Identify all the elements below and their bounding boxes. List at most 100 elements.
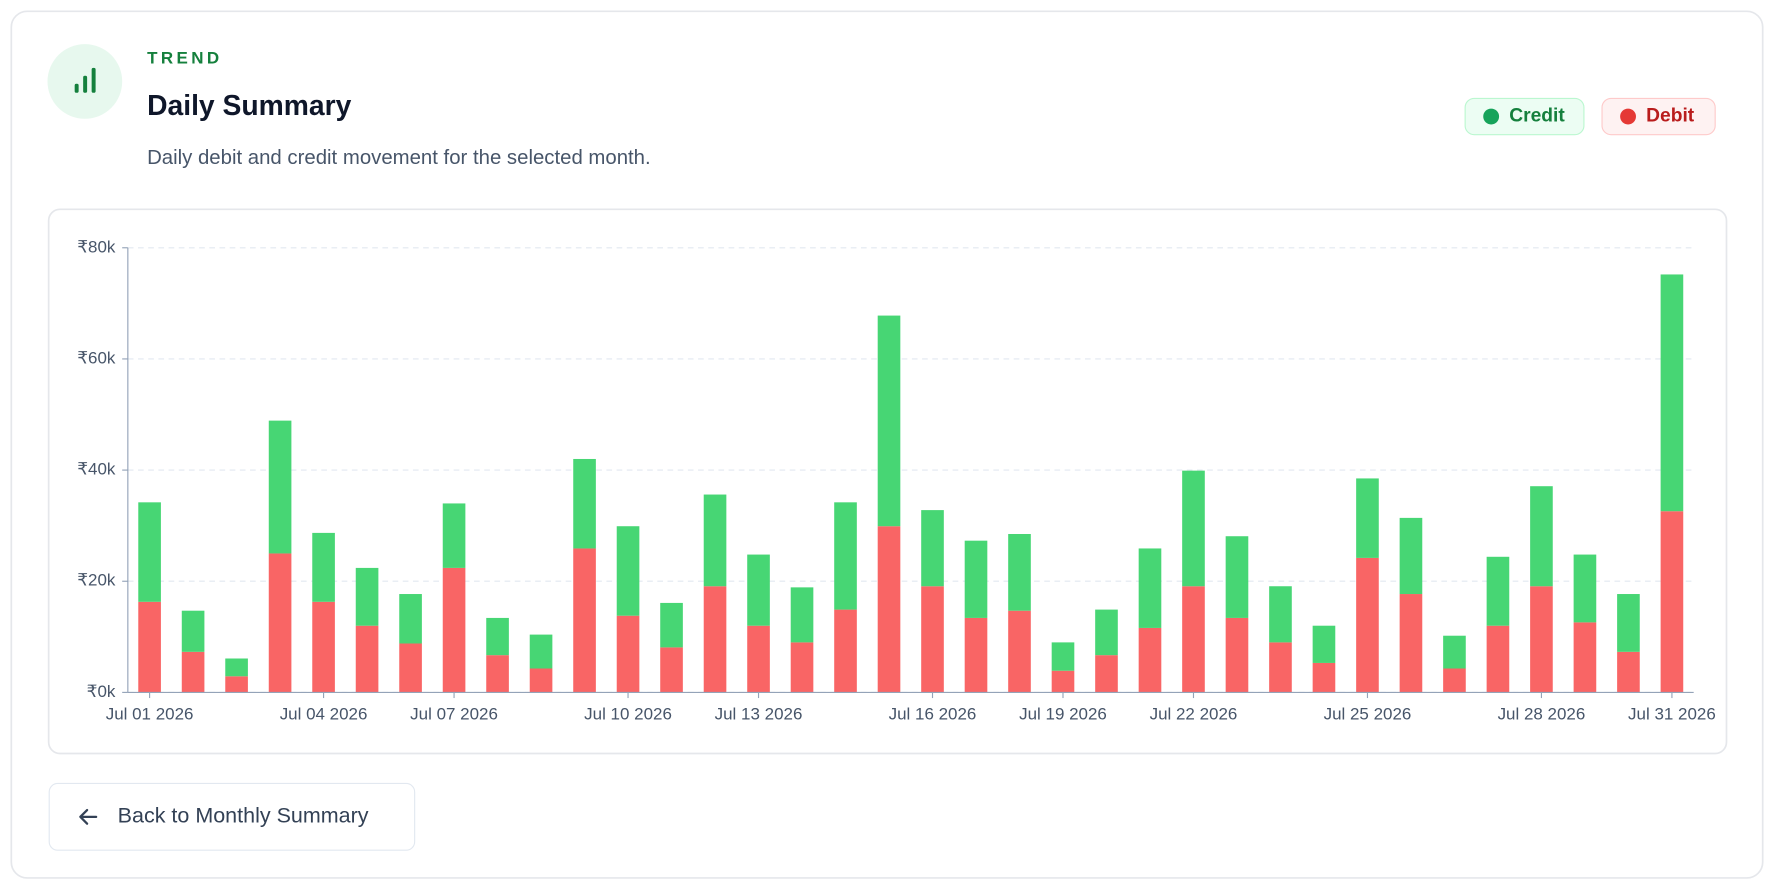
x-tick-label: Jul 16 2026	[889, 705, 977, 724]
bar-segment	[399, 594, 422, 644]
bar-segment	[1051, 670, 1075, 693]
kicker: TREND	[147, 48, 222, 67]
x-tick-label: Jul 22 2026	[1150, 705, 1238, 724]
bar-segment	[1617, 594, 1640, 652]
bar-segment	[1312, 662, 1336, 693]
bar-segment	[312, 601, 335, 693]
bar-segment	[1530, 586, 1553, 693]
bar-segment	[1225, 536, 1249, 618]
bar-segment	[660, 647, 683, 693]
bar-segment	[1312, 625, 1336, 663]
bar-segment	[703, 586, 727, 693]
bar-segment	[790, 587, 814, 643]
x-tick-label: Jul 31 2026	[1628, 705, 1716, 724]
x-tick-label: Jul 19 2026	[1019, 705, 1107, 724]
bar-segment	[877, 315, 901, 527]
bar-segment	[268, 420, 292, 554]
x-tick-label: Jul 04 2026	[280, 705, 368, 724]
bar-segment	[1138, 548, 1162, 628]
bar-segment	[1269, 642, 1292, 693]
bar-segment	[1399, 517, 1423, 595]
bar-segment	[747, 554, 770, 626]
bar-segment	[834, 609, 857, 693]
bar-segment	[1182, 470, 1205, 587]
back-button[interactable]: Back to Monthly Summary	[48, 782, 416, 851]
bar-segment	[1008, 534, 1031, 611]
bar-segment	[747, 625, 770, 693]
bar-segment	[268, 553, 292, 693]
bar-segment	[529, 668, 553, 693]
legend-pill	[1464, 97, 1585, 136]
bar-segment	[1356, 557, 1379, 693]
bar-segment	[921, 510, 944, 587]
bar-segment	[1095, 609, 1118, 656]
bar-segment	[1269, 586, 1292, 643]
bar-segment	[138, 601, 161, 693]
y-tick-label: ₹80k	[77, 237, 116, 256]
bar-segment	[486, 655, 509, 693]
chart-subtitle: Daily debit and credit movement for the …	[147, 147, 651, 169]
bar-segment	[1443, 635, 1466, 669]
bar-segment	[486, 617, 509, 656]
bar-segment	[355, 567, 379, 626]
bar-segment	[964, 617, 988, 693]
legend-swatch	[1620, 108, 1636, 125]
bar-segment	[225, 676, 248, 693]
y-tick-label: ₹20k	[77, 571, 116, 590]
bar-segment	[1182, 586, 1205, 693]
bar-segment	[1660, 511, 1684, 693]
bar-segment	[1051, 642, 1075, 671]
bar-segment	[1008, 610, 1031, 693]
x-tick-label: Jul 10 2026	[584, 705, 672, 724]
bar-segment	[312, 532, 335, 602]
bar-segment	[1399, 594, 1423, 693]
bar-segment	[1486, 625, 1510, 693]
bar-segment	[790, 642, 814, 693]
bar-segment	[1530, 486, 1553, 587]
bar-segment	[660, 602, 683, 648]
bar-segment	[1573, 622, 1597, 693]
bar-segment	[442, 567, 466, 693]
arrow-icon	[79, 808, 98, 825]
bar-segment	[921, 586, 944, 693]
bar-segment	[529, 634, 553, 669]
back-label: Back to Monthly Summary	[117, 804, 369, 829]
bar-segment	[355, 625, 379, 693]
bar-segment	[399, 643, 422, 693]
bar-segment	[1443, 668, 1466, 693]
y-tick-label: ₹0k	[87, 682, 116, 701]
bar-segment	[834, 502, 857, 610]
x-tick-label: Jul 13 2026	[715, 705, 803, 724]
bar-segment	[573, 548, 596, 693]
bar-segment	[1095, 655, 1118, 693]
bar-segment	[573, 458, 596, 549]
bar-segment	[1138, 627, 1162, 693]
icon	[74, 67, 96, 93]
bar-segment	[1660, 274, 1684, 512]
bar-segment	[964, 540, 988, 618]
bar-segment	[1617, 651, 1640, 693]
chart-title: Daily Summary	[147, 89, 352, 121]
y-tick-label: ₹40k	[77, 460, 116, 479]
x-tick-label: Jul 01 2026	[106, 705, 194, 724]
bar-segment	[225, 658, 248, 677]
x-tick-label: Jul 07 2026	[410, 705, 498, 724]
legend-swatch	[1483, 108, 1500, 125]
bar-segment	[1486, 556, 1510, 626]
x-tick-label: Jul 25 2026	[1324, 705, 1412, 724]
y-tick-label: ₹60k	[77, 348, 116, 367]
bar-segment	[616, 615, 640, 693]
bar-segment	[877, 526, 901, 693]
bar-segment	[1225, 617, 1249, 693]
bar-segment	[442, 503, 466, 568]
bar-segment	[1573, 554, 1597, 623]
bar-segment	[138, 502, 161, 602]
bar-segment	[181, 651, 205, 693]
legend-label: Debit	[1646, 106, 1695, 127]
x-tick-label: Jul 28 2026	[1498, 705, 1586, 724]
legend-label: Credit	[1509, 106, 1565, 127]
bar-segment	[703, 494, 727, 587]
bar-segment	[616, 526, 640, 616]
